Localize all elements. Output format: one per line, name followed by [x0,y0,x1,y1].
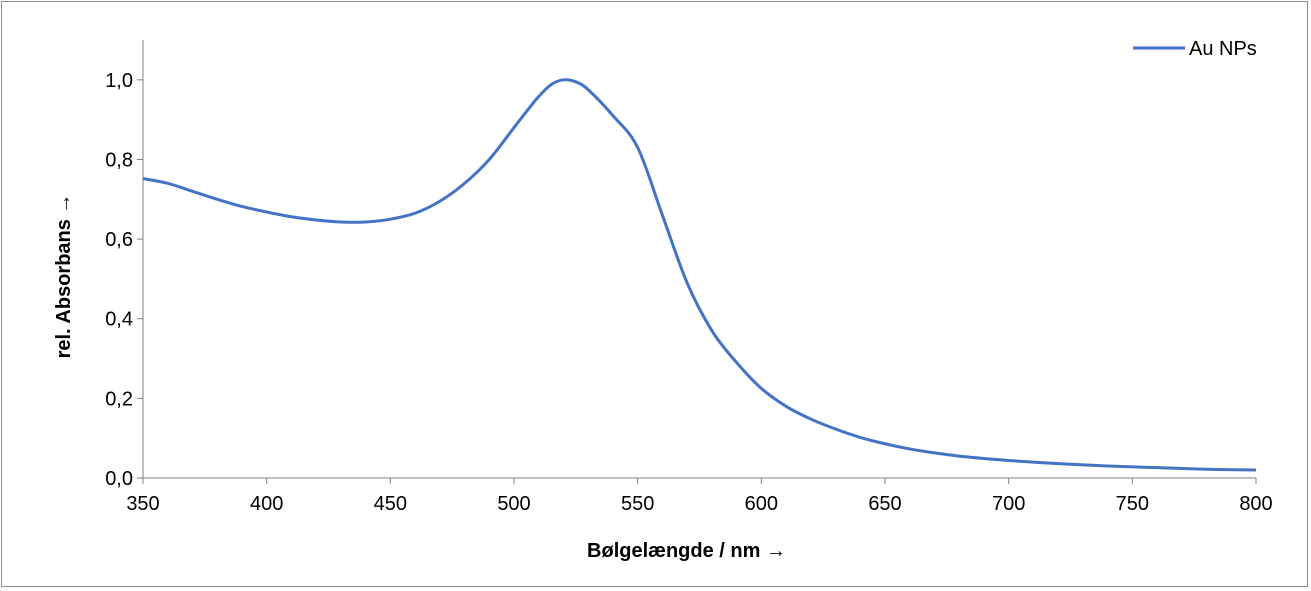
x-tick-label: 450 [374,493,407,515]
x-tick-label: 800 [1239,493,1272,515]
x-tick-label: 750 [1116,493,1149,515]
series-line-au-nps [142,78,1257,472]
x-tick-label: 350 [126,493,159,515]
y-tick-label: 0,6 [105,229,133,251]
y-tick-label: 1,0 [105,70,133,92]
y-tick-label: 0,2 [105,388,133,410]
x-tick-label: 650 [868,493,901,515]
x-tick-label: 500 [497,493,530,515]
x-tick-label: 600 [745,493,778,515]
x-tick-label: 400 [250,493,283,515]
y-tick-label: 0,0 [105,468,133,490]
y-axis: 0,0 0,2 0,4 0,6 0,8 1,0 [105,40,144,490]
y-axis-title: rel. Absorbans → [53,194,75,359]
y-tick-label: 0,4 [105,309,133,331]
series-group [142,78,1257,472]
y-tick-label: 0,8 [105,149,133,171]
x-tick-label: 700 [992,493,1025,515]
x-axis: 350 400 450 500 550 600 650 700 750 800 [126,477,1273,515]
x-tick-label: 550 [621,493,654,515]
legend-label: Au NPs [1189,38,1257,60]
legend: Au NPs [1133,38,1257,60]
x-axis-title: Bølgelængde / nm → [587,540,786,562]
